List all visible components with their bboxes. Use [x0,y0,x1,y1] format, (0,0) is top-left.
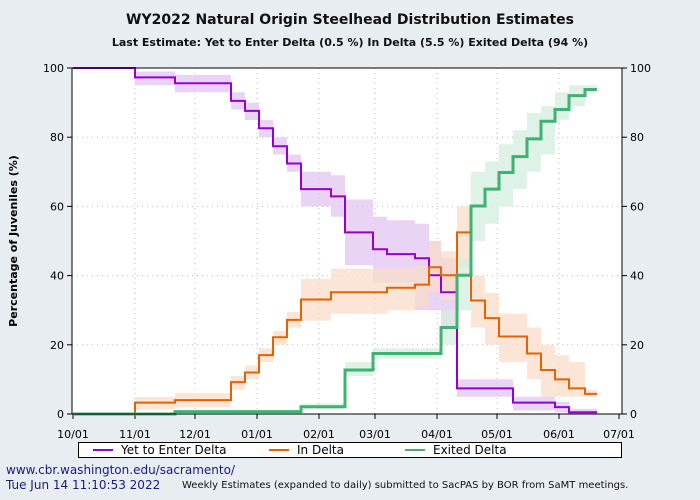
timestamp: Tue Jun 14 11:10:53 2022 [6,478,161,492]
y-tick-label: 40 [50,270,64,283]
y-tick-label: 20 [50,339,64,352]
x-tick-label: 04/01 [421,428,453,441]
x-tick-label: 12/01 [179,428,211,441]
series-line-0 [73,67,597,414]
y-tick-label-right: 40 [630,270,644,283]
y-axis-label: Percentage of Juveniles (%) [7,155,20,327]
x-tick-label: 03/01 [359,428,391,441]
x-tick-label: 05/01 [481,428,513,441]
footer-note: Weekly Estimates (expanded to daily) sub… [182,480,629,491]
y-tick-label: 80 [50,131,64,144]
y-tick-label-right: 20 [630,339,644,352]
legend: Yet to Enter Delta In Delta Exited Delta [78,442,622,458]
legend-swatch [93,449,113,451]
legend-swatch [269,449,289,451]
legend-label: In Delta [297,443,344,457]
y-tick-label-right: 100 [630,62,651,75]
source-link[interactable]: www.cbr.washington.edu/sacramento/ [6,463,235,477]
chart-title: WY2022 Natural Origin Steelhead Distribu… [126,12,574,28]
series-line-2 [73,87,597,416]
legend-label: Yet to Enter Delta [121,443,227,457]
x-tick-label: 06/01 [543,428,575,441]
chart-subtitle: Last Estimate: Yet to Enter Delta (0.5 %… [111,36,589,49]
legend-label: Exited Delta [433,443,507,457]
confidence-band-2 [73,85,597,415]
x-tick-label: 10/01 [57,428,89,441]
legend-item-in-delta: In Delta [269,443,344,457]
x-tick-label: 01/01 [241,428,273,441]
series-line-1 [73,231,597,415]
plot-frame [71,67,623,415]
y-tick-label: 0 [57,408,64,421]
legend-swatch [405,449,425,451]
y-tick-label: 60 [50,200,64,213]
legend-item-exited: Exited Delta [405,443,507,457]
y-tick-label-right: 0 [630,408,637,421]
x-tick-label: 07/01 [603,428,635,441]
y-tick-label: 100 [43,62,64,75]
x-tick-label: 11/01 [119,428,151,441]
x-tick-label: 02/01 [303,428,335,441]
y-tick-label-right: 80 [630,131,644,144]
y-tick-label-right: 60 [630,200,644,213]
legend-item-yet-to-enter: Yet to Enter Delta [93,443,227,457]
